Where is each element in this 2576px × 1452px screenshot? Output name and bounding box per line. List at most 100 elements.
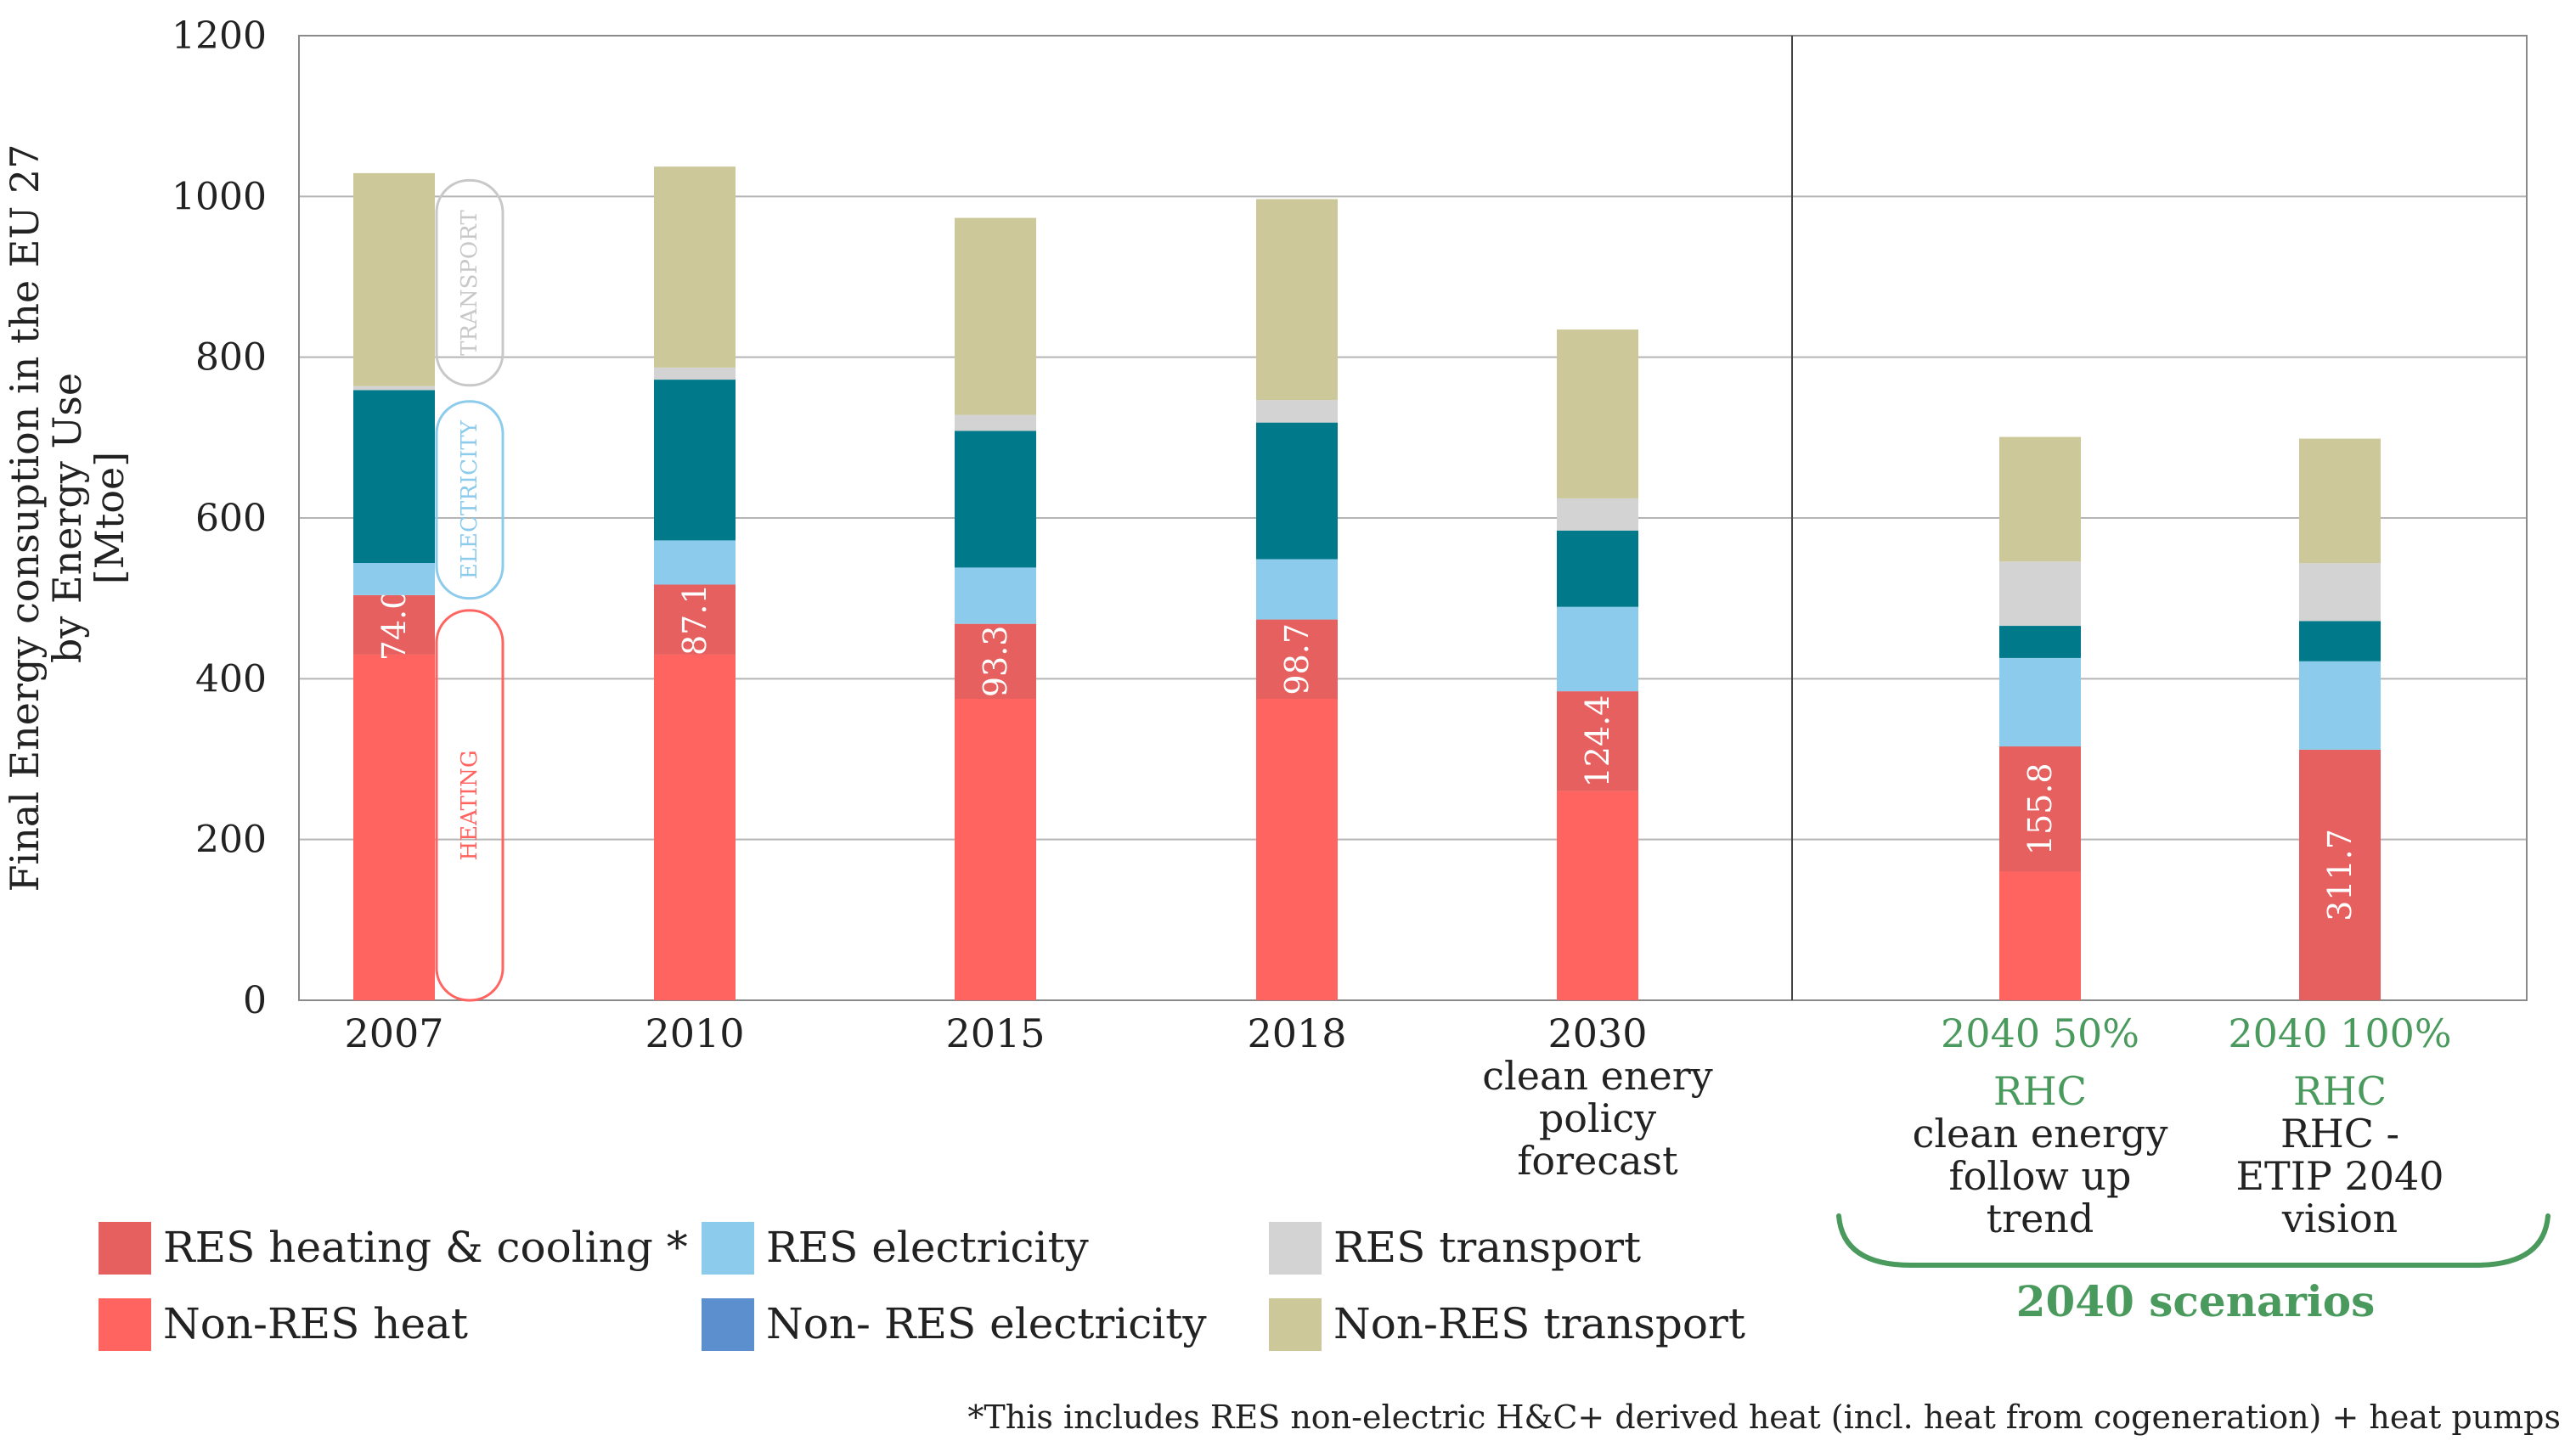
- data-label: 155.8: [2021, 763, 2059, 855]
- bar-segment: [1557, 530, 1638, 607]
- bar-segment: [654, 540, 736, 585]
- category-label: clean enery: [1482, 1053, 1712, 1099]
- y-tick-label: 200: [195, 819, 267, 862]
- group-label: TRANSPORT: [457, 210, 482, 356]
- group-capsule: [435, 400, 504, 600]
- category-label: 2018: [1247, 1010, 1346, 1056]
- bar-segment: [654, 654, 736, 1000]
- bar-segment: [654, 367, 736, 380]
- grid: [298, 35, 2528, 1001]
- bar-segment: [2299, 661, 2381, 750]
- legend-label: RES electricity: [766, 1223, 1090, 1272]
- group-label: ELECTRICITY: [457, 419, 482, 579]
- bar-segment: [353, 594, 435, 655]
- legend-label: Non-RES heat: [163, 1299, 468, 1348]
- group-label: HEATING: [457, 750, 482, 860]
- bar-segment: [1557, 691, 1638, 791]
- legend-label: RES heating & cooling *: [163, 1223, 688, 1272]
- bar-segment: [1999, 657, 2081, 747]
- category-label: vision: [2281, 1196, 2398, 1241]
- category-label: follow up: [1949, 1153, 2132, 1199]
- category-label: 2030: [1547, 1010, 1647, 1056]
- bar-segment: [955, 623, 1036, 699]
- legend-swatch: [702, 1298, 754, 1351]
- legend-swatch: [1269, 1298, 1322, 1351]
- data-label: 311.7: [2321, 829, 2359, 921]
- category-label: 2040 50%: [1941, 1010, 2139, 1056]
- bars: 74.0 87.1 93.3 98.7 124.4 155.8 311.7: [353, 166, 2381, 1000]
- scenario-brace: [1836, 1213, 2551, 1268]
- bar-segment: [1557, 329, 1638, 498]
- axes: 0 200 400 600 800 1000 1200 2007 2010 2015 2018 203…: [2, 14, 2452, 1241]
- category-label: clean energy: [1913, 1111, 2168, 1157]
- bar-segment: [1557, 498, 1638, 531]
- legend-swatch: [99, 1222, 151, 1275]
- bar-segment: [654, 584, 736, 655]
- bar-segment: [955, 414, 1036, 431]
- y-tick-label: 600: [195, 497, 267, 540]
- group-capsule: [435, 178, 504, 387]
- legend-label: RES transport: [1333, 1223, 1641, 1272]
- bar-segment: [1256, 619, 1338, 699]
- bar-segment: [1557, 606, 1638, 692]
- y-axis-title: by Energy Use: [44, 373, 90, 663]
- scenario-label: 2040 scenarios: [2016, 1276, 2376, 1326]
- y-tick-label: 1200: [172, 14, 267, 58]
- legend: RES heating & cooling * RES electricity RE…: [99, 1222, 1745, 1351]
- data-label: 74.0: [375, 589, 413, 661]
- category-label: ETIP 2040: [2235, 1153, 2444, 1199]
- bar-segment: [353, 386, 435, 391]
- bar-segment: [1999, 746, 2081, 872]
- y-tick-label: 400: [195, 657, 267, 701]
- category-label: RHC: [1993, 1068, 2087, 1114]
- bar-segment: [1557, 791, 1638, 1000]
- y-axis-title: Final Energy consuption in the EU 27: [2, 144, 48, 892]
- bar-segment: [955, 699, 1036, 1000]
- y-tick-label: 0: [243, 979, 267, 1022]
- bar-segment: [1256, 559, 1338, 620]
- plot-border: [298, 35, 2528, 1001]
- bar-segment: [654, 166, 736, 368]
- category-label: policy: [1539, 1095, 1656, 1141]
- legend-swatch: [99, 1298, 151, 1351]
- legend-swatch: [1269, 1222, 1322, 1275]
- bar-segment: [2299, 621, 2381, 661]
- bar-segment: [1256, 199, 1338, 401]
- scenario-bracket: 2040 scenarios: [1836, 1213, 2551, 1326]
- bar-segment: [1999, 871, 2081, 1000]
- data-label: 124.4: [1579, 695, 1616, 788]
- data-label: 93.3: [977, 626, 1014, 698]
- bar-segment: [1256, 422, 1338, 560]
- category-label: forecast: [1517, 1138, 1678, 1184]
- bar-segment: [654, 380, 736, 541]
- bar-segment: [353, 654, 435, 1000]
- y-axis-title: [Mtoe]: [87, 452, 132, 584]
- footnote: *This includes RES non-electric H&C+ der…: [967, 1399, 2561, 1436]
- bar-segment: [1999, 626, 2081, 658]
- bar-segment: [2299, 438, 2381, 564]
- category-label: 2007: [344, 1010, 443, 1056]
- bar-segment: [353, 172, 435, 386]
- y-tick-label: 800: [195, 336, 267, 380]
- category-label: 2010: [645, 1010, 744, 1056]
- bar-segment: [353, 563, 435, 595]
- bar-segment: [955, 431, 1036, 568]
- bar-segment: [353, 390, 435, 564]
- bar-segment: [1256, 699, 1338, 1000]
- category-label: 2040 100%: [2228, 1010, 2451, 1056]
- legend-swatch: [702, 1222, 754, 1275]
- group-annotations: TRANSPORT ELECTRICITY HEATING: [435, 178, 504, 1002]
- legend-label: Non-RES transport: [1333, 1299, 1745, 1348]
- bar-segment: [1999, 561, 2081, 627]
- y-tick-label: 1000: [172, 175, 267, 218]
- bar-segment: [955, 567, 1036, 624]
- bar-segment: [1256, 400, 1338, 423]
- bar-segment: [955, 217, 1036, 415]
- data-label: 98.7: [1278, 623, 1316, 695]
- bar-segment: [2299, 749, 2381, 1000]
- data-label: 87.1: [676, 583, 713, 656]
- group-capsule: [435, 609, 504, 1002]
- legend-label: Non- RES electricity: [766, 1299, 1207, 1348]
- category-label: 2015: [945, 1010, 1045, 1056]
